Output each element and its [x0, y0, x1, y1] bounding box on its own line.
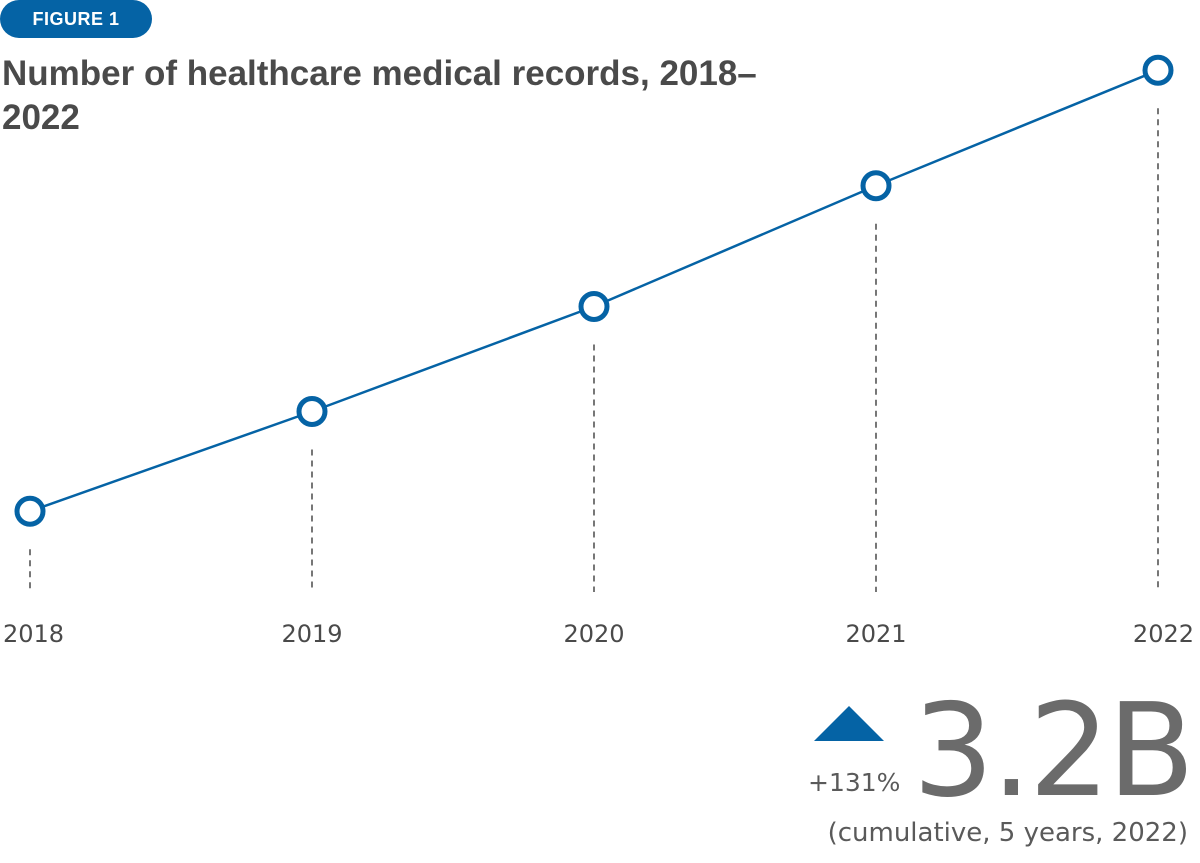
figure-label: FIGURE 1 [0, 0, 152, 38]
x-tick-label-2018: 2018 [3, 620, 64, 648]
drop-lines [29, 108, 1159, 592]
x-tick-label-2021: 2021 [845, 620, 906, 648]
data-point-2021 [860, 170, 892, 202]
x-tick-label-2022: 2022 [1133, 620, 1194, 648]
chart-title: Number of healthcare medical records, 20… [2, 54, 757, 137]
data-markers [14, 54, 1174, 527]
data-point-2020 [578, 291, 610, 322]
x-tick-label-2019: 2019 [281, 620, 342, 648]
kpi-note: (cumulative, 5 years, 2022) [827, 818, 1188, 848]
data-point-2018 [14, 495, 46, 527]
x-axis-tick-labels: 2018 2019 2020 2021 2022 [3, 620, 1194, 648]
triangle-up-icon [814, 706, 884, 741]
line-chart: 2018 2019 2020 2021 2022 [3, 54, 1194, 648]
kpi-change: +131% [808, 768, 901, 797]
data-point-2022 [1142, 54, 1174, 86]
data-point-2019 [296, 396, 328, 427]
x-tick-label-2020: 2020 [563, 620, 624, 648]
kpi-value: 3.2B [912, 677, 1195, 826]
